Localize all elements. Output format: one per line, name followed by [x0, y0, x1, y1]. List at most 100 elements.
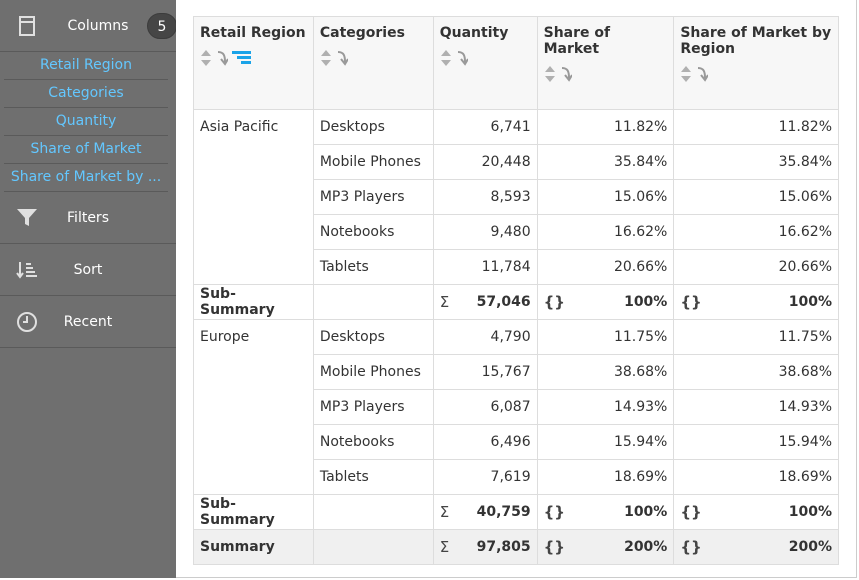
sort-section[interactable]: Sort — [0, 244, 176, 296]
column-item-share-of-market[interactable]: Share of Market — [4, 136, 168, 164]
summary-quantity-cell: Σ 97,805 — [432, 529, 538, 565]
column-item-share-of-market-by-region[interactable]: Share of Market by ... — [4, 164, 168, 192]
share-region-cell: 35.84% — [673, 144, 839, 180]
subtotal-row: Sub-Summary Σ 57,046 {} 100% {} 100% — [193, 284, 839, 320]
share-cell: 11.75% — [536, 319, 675, 355]
sort-toggle-icon[interactable] — [320, 49, 332, 67]
recent-section[interactable]: Recent — [0, 296, 176, 348]
column-list: Retail Region Categories Quantity Share … — [0, 52, 176, 192]
header-label: Retail Region — [200, 25, 306, 41]
sidebar: Columns 5 Retail Region Categories Quant… — [0, 0, 177, 578]
quantity-cell: 20,448 — [432, 144, 538, 180]
table-row: Asia Pacific Desktops 6,741 11.82% 11.82… — [193, 109, 839, 285]
subtotal-share-region: 100% — [788, 294, 832, 310]
header-categories[interactable]: Categories — [312, 16, 434, 110]
category-cell: MP3 Players — [312, 389, 434, 425]
sum-icon: Σ — [439, 538, 450, 556]
region-cell: Europe — [193, 319, 314, 495]
sort-active-icon[interactable] — [232, 50, 252, 66]
region-cell: Asia Pacific — [193, 109, 314, 285]
summary-share-cell: {} 200% — [536, 529, 675, 565]
column-item-quantity[interactable]: Quantity — [4, 108, 168, 136]
quantity-cell: 8,593 — [432, 179, 538, 215]
share-cell: 15.06% — [536, 179, 675, 215]
subtotal-quantity-cell: Σ 40,759 — [432, 494, 538, 530]
category-cell: Tablets — [312, 459, 434, 495]
share-region-cell: 14.93% — [673, 389, 839, 425]
sum-icon: Σ — [439, 503, 450, 521]
summary-quantity: 97,805 — [476, 539, 531, 555]
columns-section[interactable]: Columns 5 — [0, 0, 177, 52]
summary-share-region-cell: {} 200% — [673, 529, 839, 565]
formula-icon: {} — [680, 538, 702, 556]
subtotal-label: Sub-Summary — [193, 494, 314, 530]
sort-toggle-icon[interactable] — [440, 49, 452, 67]
share-cell: 35.84% — [536, 144, 675, 180]
quantity-cell: 7,619 — [432, 459, 538, 495]
category-cell: Desktops — [312, 109, 434, 145]
subtotal-row: Sub-Summary Σ 40,759 {} 100% {} 100% — [193, 494, 839, 530]
category-cell: Notebooks — [312, 424, 434, 460]
sort-direction-icon[interactable] — [696, 65, 709, 83]
share-region-cell: 16.62% — [673, 214, 839, 250]
quantity-cell: 4,790 — [432, 319, 538, 355]
header-label: Share of Market by Region — [680, 25, 832, 57]
share-cell: 11.82% — [536, 109, 675, 145]
category-cell: MP3 Players — [312, 179, 434, 215]
sort-direction-icon[interactable] — [336, 49, 348, 67]
header-quantity[interactable]: Quantity — [432, 16, 538, 110]
recent-label: Recent — [63, 313, 113, 330]
formula-icon: {} — [543, 293, 565, 311]
sort-direction-icon[interactable] — [216, 49, 228, 67]
column-item-categories[interactable]: Categories — [4, 80, 168, 108]
subtotal-share-cell: {} 100% — [536, 494, 675, 530]
formula-icon: {} — [680, 503, 702, 521]
table-row: Europe Desktops 4,790 11.75% 11.75% — [193, 319, 839, 495]
share-region-cell: 38.68% — [673, 354, 839, 390]
share-cell: 16.62% — [536, 214, 675, 250]
header-share-of-market-by-region[interactable]: Share of Market by Region — [673, 16, 839, 110]
subtotal-quantity: 40,759 — [476, 504, 531, 520]
sort-toggle-icon[interactable] — [200, 49, 212, 67]
subtotal-share-region: 100% — [788, 504, 832, 520]
summary-label: Summary — [193, 529, 314, 565]
header-label: Categories — [319, 25, 405, 41]
table-row: Mobile Phones 20,448 35.84% 35.84% — [194, 144, 839, 180]
empty-cell — [312, 284, 434, 320]
sort-toggle-icon[interactable] — [544, 65, 556, 83]
subtotal-share: 100% — [624, 294, 668, 310]
sort-icon — [14, 257, 40, 283]
summary-share-region: 200% — [788, 539, 832, 555]
filter-icon — [14, 205, 40, 231]
sort-toggle-icon[interactable] — [680, 65, 692, 83]
filters-label: Filters — [67, 209, 109, 226]
header-share-of-market[interactable]: Share of Market — [536, 16, 675, 110]
report-frame: Retail Region Categories Quantity — [176, 0, 857, 578]
share-region-cell: 18.69% — [673, 459, 839, 495]
share-cell: 18.69% — [536, 459, 675, 495]
category-cell: Desktops — [312, 319, 434, 355]
subtotal-share-cell: {} 100% — [536, 284, 675, 320]
formula-icon: {} — [543, 503, 565, 521]
header-label: Quantity — [439, 25, 509, 41]
column-item-retail-region[interactable]: Retail Region — [4, 52, 168, 80]
subtotal-share-region-cell: {} 100% — [673, 284, 839, 320]
sort-direction-icon[interactable] — [560, 65, 572, 83]
formula-icon: {} — [680, 293, 702, 311]
share-region-cell: 11.75% — [673, 319, 839, 355]
table-row: Notebooks 9,480 16.62% 16.62% — [194, 214, 839, 250]
subtotal-quantity-cell: Σ 57,046 — [432, 284, 538, 320]
sort-direction-icon[interactable] — [456, 49, 468, 67]
filters-section[interactable]: Filters — [0, 192, 176, 244]
subtotal-share: 100% — [624, 504, 668, 520]
share-region-cell: 11.82% — [673, 109, 839, 145]
table-row: MP3 Players 8,593 15.06% 15.06% — [194, 179, 839, 215]
report-table: Retail Region Categories Quantity — [193, 16, 839, 565]
share-region-cell: 15.06% — [673, 179, 839, 215]
empty-cell — [312, 494, 434, 530]
share-region-cell: 15.94% — [673, 424, 839, 460]
quantity-cell: 6,087 — [432, 389, 538, 425]
summary-share: 200% — [624, 539, 668, 555]
sum-icon: Σ — [439, 293, 450, 311]
header-retail-region[interactable]: Retail Region — [193, 16, 314, 110]
